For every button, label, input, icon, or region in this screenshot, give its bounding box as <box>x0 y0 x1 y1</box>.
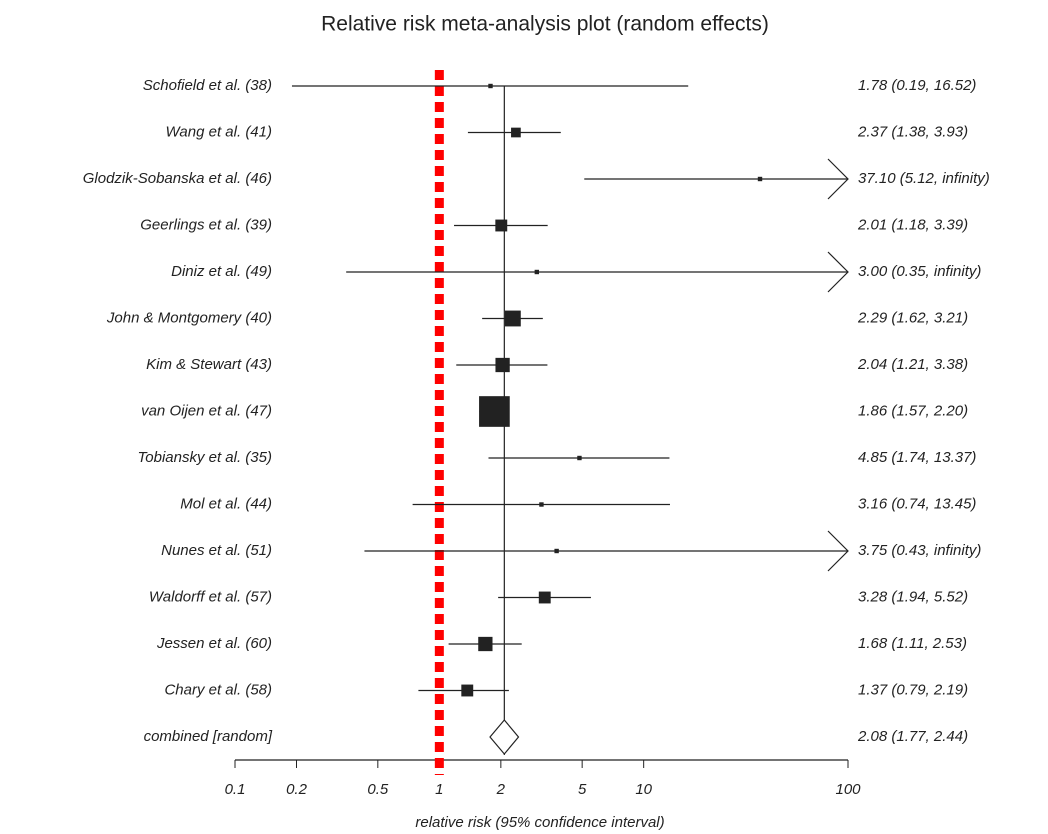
chart-title: Relative risk meta-analysis plot (random… <box>321 13 769 36</box>
study-label: Kim & Stewart (43) <box>146 356 272 373</box>
combined-diamond <box>489 719 520 755</box>
study-label: van Oijen et al. (47) <box>141 402 272 419</box>
study-label: Nunes et al. (51) <box>161 542 272 559</box>
point-estimate <box>504 310 521 327</box>
x-tick-label: 0.5 <box>367 781 389 798</box>
value-label: 37.10 (5.12, infinity) <box>858 170 990 187</box>
study-label: Glodzik-Sobanska et al. (46) <box>83 170 272 187</box>
x-tick-label: 5 <box>578 781 587 798</box>
point-estimate <box>478 636 493 652</box>
study-label: Tobiansky et al. (35) <box>137 449 272 466</box>
value-label: 2.04 (1.21, 3.38) <box>857 356 968 373</box>
ci-arrow <box>827 251 849 293</box>
value-label: 1.78 (0.19, 16.52) <box>858 77 976 94</box>
value-label: 3.16 (0.74, 13.45) <box>858 495 976 512</box>
point-estimate <box>538 591 551 604</box>
value-label: 2.08 (1.77, 2.44) <box>857 728 968 745</box>
study-label: combined [random] <box>144 728 273 745</box>
x-tick-label: 1 <box>435 781 443 798</box>
point-estimate <box>539 502 544 507</box>
study-label: Chary et al. (58) <box>164 681 272 698</box>
point-estimate <box>488 83 493 89</box>
x-axis-label: relative risk (95% confidence interval) <box>415 814 664 831</box>
point-estimate <box>577 455 582 461</box>
ci-arrow <box>827 158 849 200</box>
x-tick-label: 0.2 <box>286 781 308 798</box>
x-tick-label: 10 <box>635 781 652 798</box>
point-estimate <box>461 684 474 697</box>
study-label: Diniz et al. (49) <box>171 263 272 280</box>
point-estimate <box>534 269 540 275</box>
study-label: John & Montgomery (40) <box>106 309 272 326</box>
point-estimate <box>495 357 510 373</box>
x-tick-label: 0.1 <box>225 781 246 798</box>
study-label: Waldorff et al. (57) <box>149 588 272 605</box>
study-label: Jessen et al. (60) <box>156 635 272 652</box>
value-label: 3.00 (0.35, infinity) <box>858 263 981 280</box>
point-estimate <box>479 396 510 427</box>
x-tick-label: 2 <box>496 781 506 798</box>
value-label: 2.37 (1.38, 3.93) <box>857 123 968 140</box>
study-label: Wang et al. (41) <box>166 123 272 140</box>
value-label: 3.75 (0.43, infinity) <box>858 542 981 559</box>
x-tick-label: 100 <box>835 781 861 798</box>
value-label: 2.29 (1.62, 3.21) <box>857 309 968 326</box>
point-estimate <box>511 127 521 138</box>
value-label: 1.68 (1.11, 2.53) <box>858 635 967 652</box>
value-label: 4.85 (1.74, 13.37) <box>858 449 976 466</box>
value-label: 1.37 (0.79, 2.19) <box>858 681 968 698</box>
value-label: 2.01 (1.18, 3.39) <box>857 216 968 233</box>
value-label: 1.86 (1.57, 2.20) <box>858 402 968 419</box>
point-estimate <box>495 219 508 232</box>
study-label: Mol et al. (44) <box>180 495 272 512</box>
study-label: Schofield et al. (38) <box>143 77 272 94</box>
point-estimate <box>757 176 763 182</box>
point-estimate <box>554 548 559 554</box>
value-label: 3.28 (1.94, 5.52) <box>858 588 968 605</box>
study-label: Geerlings et al. (39) <box>140 216 272 233</box>
ci-arrow <box>827 530 849 572</box>
